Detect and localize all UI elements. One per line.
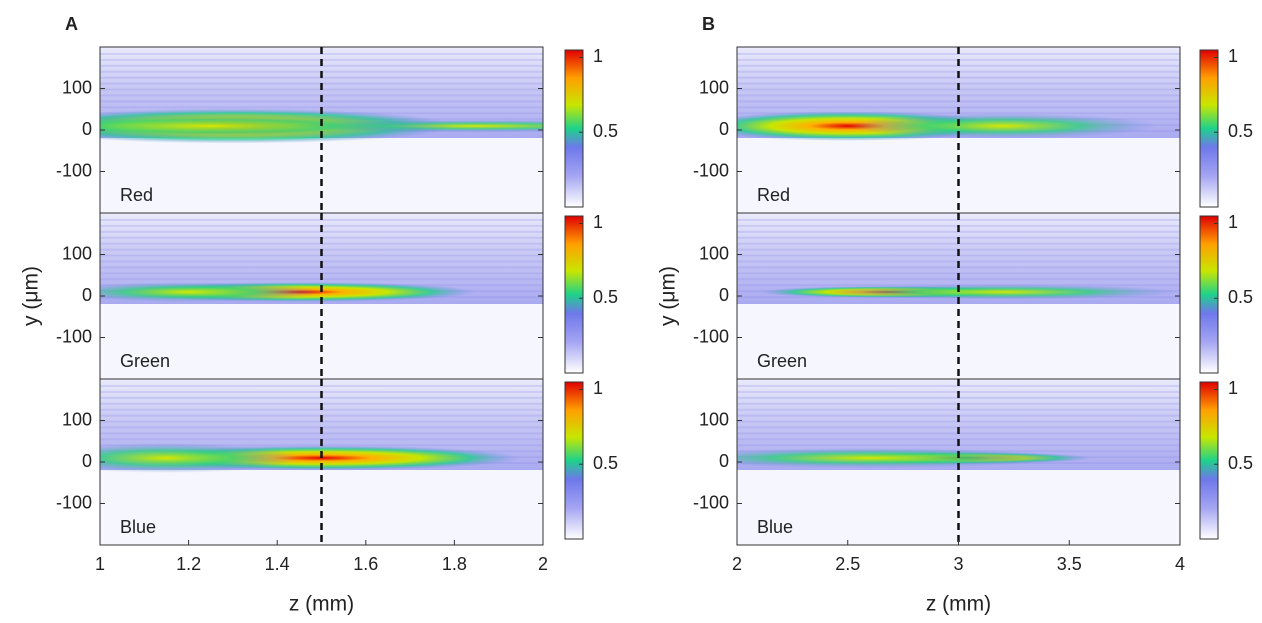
heatmap-beam [100,282,322,302]
panel-label: Green [120,351,170,371]
x-tick-label: 3.5 [1057,554,1082,574]
x-tick-label: 2.5 [835,554,860,574]
y-tick-label: 100 [699,243,729,263]
colorbar [564,381,584,540]
heatmap-beam [100,443,300,473]
heatmap-beam [737,448,1070,468]
colorbar [1199,49,1219,208]
colorbar [1199,381,1219,540]
colorbar-tick-label: 1 [593,46,603,66]
x-axis-label: z (mm) [926,593,991,616]
heatmap-beam [825,284,1180,300]
x-tick-label: 1.2 [176,554,201,574]
y-tick-label: -100 [56,492,92,512]
x-tick-label: 1.6 [353,554,378,574]
colorbar-tick-label: 1 [593,212,603,232]
x-tick-label: 1.4 [265,554,290,574]
y-tick-label: 100 [62,243,92,263]
heatmap [737,379,1180,545]
x-tick-label: 4 [1175,554,1185,574]
x-tick-label: 2 [732,554,742,574]
panel-label: Red [120,185,153,205]
colorbar-tick-label: 0.5 [593,453,618,473]
y-tick-label: 0 [719,451,729,471]
colorbar-tick-label: 0.5 [1228,453,1253,473]
y-tick-label: -100 [693,326,729,346]
panel-label: Blue [757,517,793,537]
colorbar [564,49,584,208]
colorbar-tick-label: 1 [1228,46,1238,66]
colorbar-tick-label: 0.5 [1228,287,1253,307]
y-tick-label: 100 [62,409,92,429]
y-axis-label: y (μm) [20,266,43,326]
colorbar [564,215,584,374]
colorbar-tick-label: 0.5 [1228,121,1253,141]
colorbar-tick-label: 0.5 [593,287,618,307]
y-tick-label: 0 [82,451,92,471]
y-tick-label: -100 [56,160,92,180]
y-tick-label: 0 [719,119,729,139]
colorbar-tick-label: 0.5 [593,121,618,141]
y-tick-label: -100 [693,160,729,180]
panel-label: Red [757,185,790,205]
panel-label: Blue [120,517,156,537]
y-tick-label: 100 [699,77,729,97]
colorbar-tick-label: 1 [1228,378,1238,398]
y-tick-label: 100 [699,409,729,429]
y-tick-label: 0 [82,119,92,139]
panel-letter: A [65,14,78,34]
x-tick-label: 3 [953,554,963,574]
x-tick-label: 1 [95,554,105,574]
panel-label: Green [757,351,807,371]
colorbar-tick-label: 1 [1228,212,1238,232]
y-tick-label: 0 [82,285,92,305]
colorbar-tick-label: 1 [593,378,603,398]
heatmap [100,379,543,545]
y-tick-label: 0 [719,285,729,305]
x-axis-label: z (mm) [289,593,354,616]
y-tick-label: -100 [56,326,92,346]
x-tick-label: 1.8 [442,554,467,574]
x-tick-label: 2 [538,554,548,574]
heatmap-beam [847,113,1158,139]
colorbar [1199,215,1219,374]
y-tick-label: -100 [693,492,729,512]
heatmap-beam [100,113,455,139]
y-tick-label: 100 [62,77,92,97]
y-axis-label: y (μm) [657,266,680,326]
panel-letter: B [702,14,715,34]
